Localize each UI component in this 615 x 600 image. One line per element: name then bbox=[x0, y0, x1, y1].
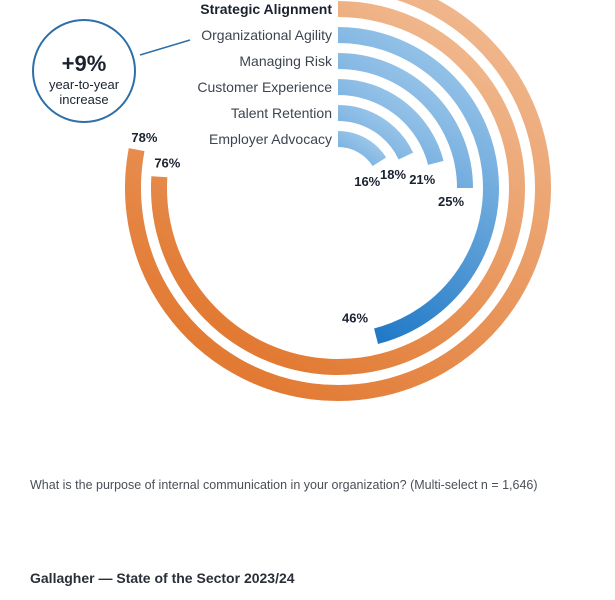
bar-talent-retention bbox=[337, 105, 414, 160]
badge-line1: year-to-year bbox=[49, 77, 120, 92]
bar-strategic-alignment bbox=[151, 1, 525, 375]
bar-customer-experience bbox=[337, 79, 444, 166]
value-label-managing-risk: 25% bbox=[438, 194, 464, 209]
badge-value: +9% bbox=[62, 51, 107, 76]
value-label-strategic-alignment: 76% bbox=[154, 156, 180, 171]
value-label-customer-experience: 21% bbox=[409, 172, 435, 187]
value-label-employer-advocacy: 16% bbox=[354, 174, 380, 189]
badge-circle bbox=[32, 19, 136, 123]
category-label-customer-experience: Customer Experience bbox=[197, 79, 332, 95]
bar-organizational-agility bbox=[337, 27, 499, 344]
category-label-employer-advocacy: Employer Advocacy bbox=[209, 131, 332, 147]
bar-managing-risk bbox=[337, 53, 473, 189]
value-label-talent-retention: 18% bbox=[380, 167, 406, 182]
category-label-strategic-alignment: Strategic Alignment bbox=[200, 1, 332, 17]
value-label-organizational-agility: 46% bbox=[342, 311, 368, 326]
badge-line2: increase bbox=[59, 92, 108, 107]
badge-connector bbox=[139, 39, 191, 56]
category-label-talent-retention: Talent Retention bbox=[231, 105, 332, 121]
category-label-organizational-agility: Organizational Agility bbox=[201, 27, 332, 43]
source-footer: Gallagher — State of the Sector 2023/24 bbox=[30, 570, 295, 586]
bar-culture-and-belonging bbox=[125, 0, 551, 401]
survey-question: What is the purpose of internal communic… bbox=[30, 478, 538, 492]
category-label-managing-risk: Managing Risk bbox=[239, 53, 333, 69]
bar-employer-advocacy bbox=[337, 131, 387, 167]
increase-badge: +9% year-to-year increase bbox=[32, 19, 191, 123]
value-label-culture-and-belonging: 78% bbox=[131, 130, 157, 145]
